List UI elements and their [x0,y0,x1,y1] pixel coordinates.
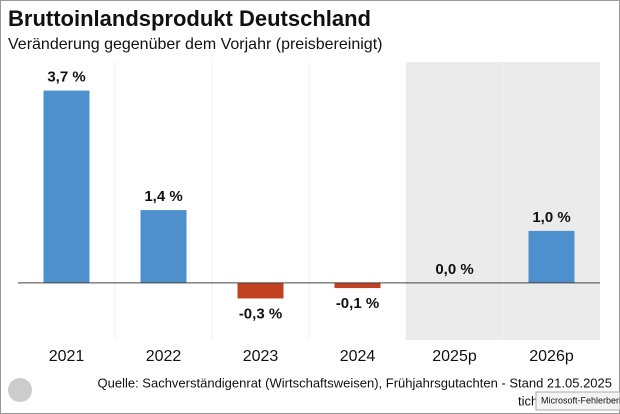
bar [334,282,381,289]
bar [43,90,90,283]
chart-subtitle: Veränderung gegenüber dem Vorjahr (preis… [8,36,382,53]
x-tick-label: 2026p [529,348,574,365]
source: Quelle: Sachverständigenrat (Wirtschafts… [98,375,613,390]
x-tick-label: 2022 [146,348,182,365]
x-tick-label: 2021 [49,348,85,365]
data-label: -0,3 % [239,305,282,322]
tooltip: Microsoft-Fehlerberich [541,395,620,405]
tooltip-box [535,391,620,411]
bar [237,282,284,299]
bar [528,230,575,283]
data-label: -0,1 % [336,295,379,312]
data-label: 0,0 % [435,261,473,278]
data-label: 3,7 % [47,69,85,86]
chart-title: Bruttoinlandsprodukt Deutschland [8,6,371,31]
data-label: 1,4 % [144,188,182,205]
x-tick-label: 2023 [243,348,279,365]
x-tick-label: 2025p [432,348,477,365]
bar [140,210,187,283]
plot-area: 2021 3,7 % 2022 1,4 % 2023 -0,3 % 2024 -0,1 % 20… [18,62,600,365]
logo-icon [8,378,32,402]
x-tick-label: 2024 [340,348,376,365]
data-label: 1,0 % [532,209,570,226]
logo-text: tich [518,393,538,408]
logo: tich [8,378,538,408]
